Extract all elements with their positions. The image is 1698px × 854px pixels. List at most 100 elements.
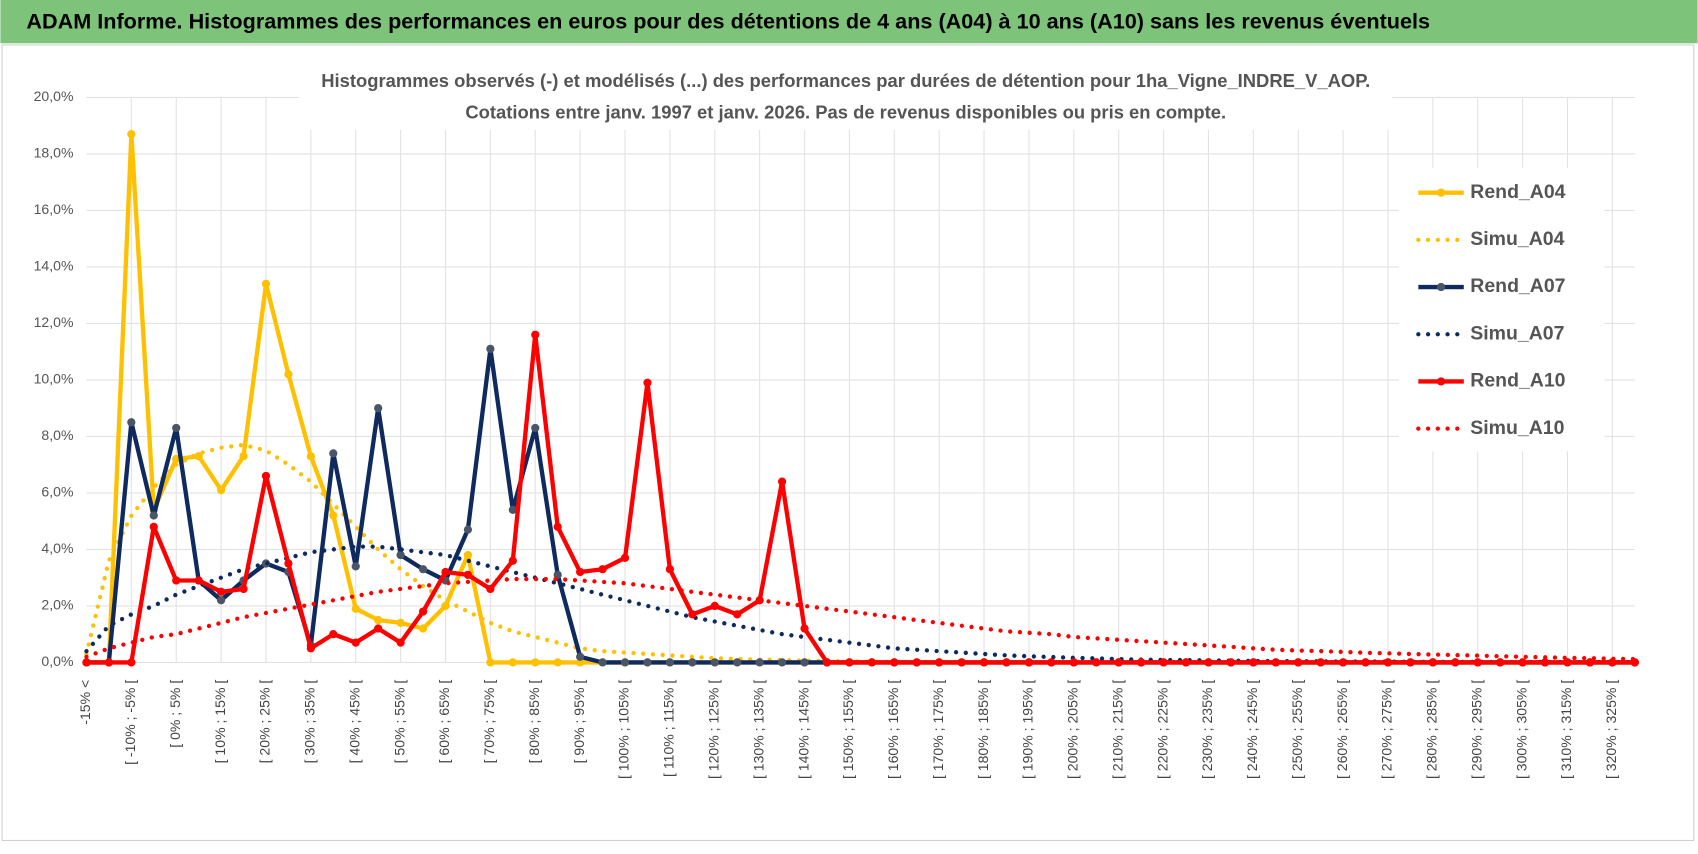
marker (441, 601, 450, 611)
legend-label: Simu_A04 (1470, 228, 1564, 250)
marker (576, 658, 585, 667)
marker (329, 630, 338, 639)
marker (486, 658, 495, 667)
y-tick-label: 2,0% (41, 597, 73, 613)
x-tick-label: [ 300% ; 305% [ (1513, 680, 1529, 779)
legend-marker (1436, 188, 1446, 197)
marker (688, 610, 697, 619)
marker (1092, 658, 1101, 667)
marker (867, 658, 876, 667)
marker (261, 279, 271, 288)
marker (396, 638, 405, 647)
marker (1383, 658, 1393, 667)
y-tick-label: 12,0% (34, 314, 74, 330)
marker (172, 576, 181, 585)
x-tick-label: [ 100% ; 105% [ (616, 680, 632, 779)
marker (755, 658, 764, 667)
marker (418, 624, 428, 633)
marker (688, 658, 697, 667)
marker (665, 658, 675, 667)
marker (284, 370, 293, 379)
marker (351, 604, 360, 613)
y-tick-label: 0,0% (41, 653, 73, 669)
marker (710, 658, 719, 667)
marker (374, 624, 383, 633)
x-tick-label: [ 250% ; 255% [ (1289, 680, 1305, 779)
y-tick-label: 18,0% (34, 145, 74, 161)
marker (239, 452, 248, 461)
x-tick-label: [ 40% ; 45% [ (346, 680, 362, 764)
marker (553, 570, 562, 579)
marker (822, 658, 832, 667)
x-tick-label: [ 310% ; 315% [ (1558, 680, 1574, 779)
marker (172, 454, 181, 464)
x-tick-label: [ 280% ; 285% [ (1424, 680, 1440, 779)
header-bar (0, 0, 1698, 44)
marker (194, 452, 203, 461)
page-title: ADAM Informe. Histogrammes des performan… (26, 8, 1430, 33)
marker (1249, 658, 1258, 667)
marker (777, 477, 787, 486)
x-tick-label: [ 190% ; 195% [ (1020, 680, 1036, 779)
marker (149, 511, 158, 520)
x-tick-label: [ 240% ; 245% [ (1244, 680, 1260, 779)
marker (733, 658, 742, 667)
x-tick-label: [ 70% ; 75% [ (481, 680, 497, 764)
marker (508, 505, 517, 514)
y-tick-label: 20,0% (34, 88, 74, 104)
marker (1047, 658, 1056, 667)
marker (890, 658, 899, 667)
marker (935, 658, 944, 667)
marker (1002, 658, 1011, 667)
x-tick-label: [ 200% ; 205% [ (1065, 680, 1081, 779)
marker (1496, 658, 1505, 667)
marker (1316, 658, 1325, 667)
marker (1137, 658, 1146, 667)
legend-marker (1436, 377, 1446, 386)
x-tick-label: [ 290% ; 295% [ (1468, 680, 1484, 779)
marker (1024, 658, 1034, 667)
marker (463, 525, 473, 534)
marker (1428, 658, 1437, 667)
marker (508, 556, 517, 565)
y-tick-label: 4,0% (41, 540, 73, 556)
marker (531, 330, 540, 339)
marker (418, 607, 428, 616)
marker (261, 471, 271, 481)
y-tick-label: 16,0% (34, 201, 74, 217)
marker (1540, 658, 1550, 667)
marker (1338, 658, 1348, 667)
marker (733, 610, 742, 619)
marker (1563, 658, 1572, 667)
x-tick-label: [ 120% ; 125% [ (705, 680, 721, 779)
marker (531, 658, 540, 667)
marker (441, 567, 450, 577)
marker (620, 658, 630, 667)
marker (351, 638, 360, 647)
marker (620, 553, 630, 563)
series-line (84, 576, 1637, 662)
marker (127, 130, 136, 139)
x-tick-label: [ 270% ; 275% [ (1379, 680, 1395, 779)
x-tick-label: [ 220% ; 225% [ (1154, 680, 1170, 779)
y-tick-label: 10,0% (34, 371, 74, 387)
x-tick-label: [ 0% ; 5% [ (167, 680, 183, 748)
marker (1069, 658, 1078, 667)
marker (418, 565, 428, 574)
marker (777, 658, 787, 667)
marker (216, 587, 226, 596)
chart-border (1, 44, 1695, 842)
y-tick-label: 6,0% (41, 484, 73, 500)
marker (979, 658, 989, 667)
marker (104, 658, 114, 667)
grid: -15% < [ -10% ; -5% [[ 0% ; 5% [[ 10% ; 1… (34, 88, 1635, 779)
marker (374, 615, 383, 625)
marker (800, 624, 809, 633)
legend-background (1398, 167, 1605, 452)
marker (239, 584, 248, 594)
marker (284, 559, 293, 568)
marker (912, 658, 921, 667)
marker (643, 378, 652, 387)
x-tick-label: [ 50% ; 55% [ (391, 680, 407, 764)
